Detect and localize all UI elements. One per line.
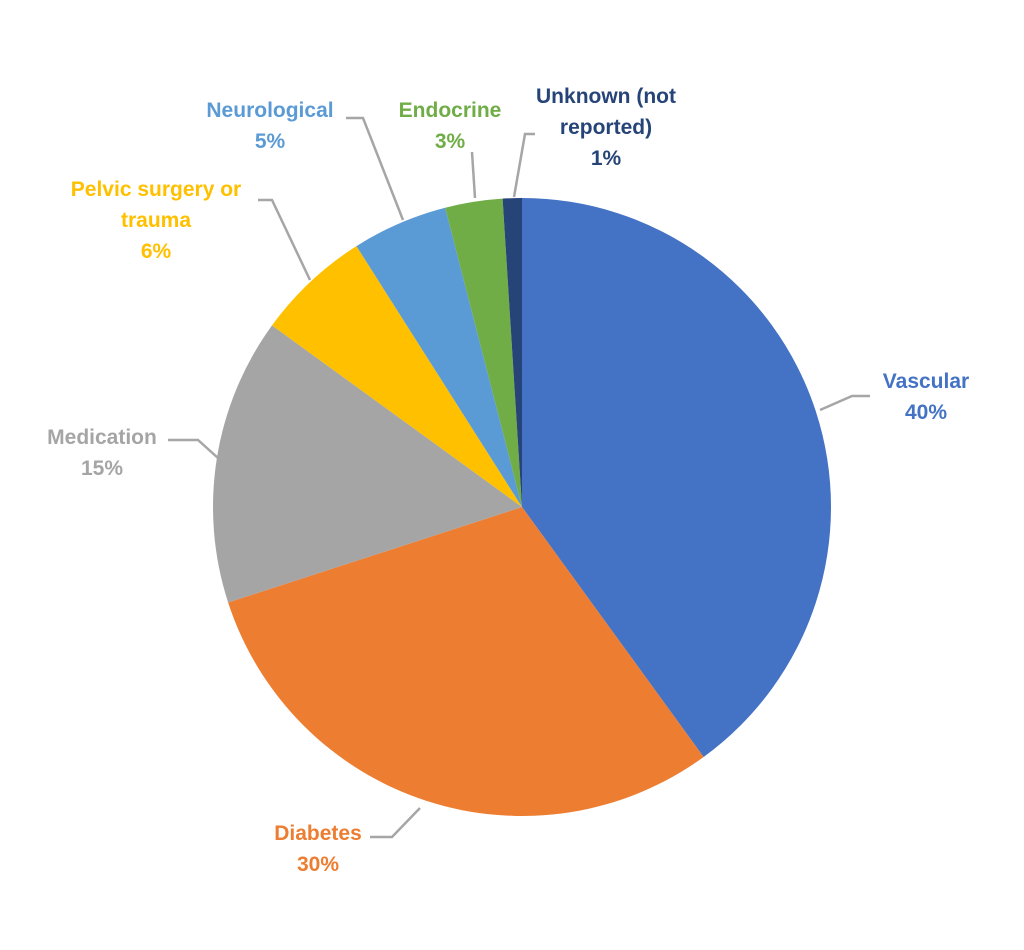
leader-line-endocrine — [470, 151, 477, 199]
data-labels: Vascular 40% Diabetes 30% Medication 15% Pelvi… — [47, 85, 969, 876]
data-label-category: Unknown (not — [536, 85, 676, 108]
data-label-value: 6% — [141, 240, 172, 263]
data-label-value: 3% — [435, 130, 466, 153]
pie-slice-pelvic-surgery-or-trauma — [272, 246, 522, 508]
data-label-value: 15% — [81, 457, 123, 480]
data-label-diabetes: Diabetes 30% — [274, 822, 362, 876]
data-label-category: Neurological — [206, 99, 333, 122]
pie-slice-unknown-not-reported — [502, 198, 522, 507]
data-label-category: Medication — [47, 426, 157, 449]
pie-slice-endocrine — [445, 198, 522, 507]
data-label-value: 40% — [905, 401, 947, 424]
data-label-value: 1% — [591, 147, 622, 170]
data-label-pelvic-surgery-or-trauma: Pelvic surgery or trauma 6% — [71, 178, 241, 263]
data-label-medication: Medication 15% — [47, 426, 157, 480]
data-label-category: Diabetes — [274, 822, 362, 845]
leader-lines — [168, 116, 870, 839]
leader-line-pelvic-surgery-or-trauma — [258, 198, 312, 281]
data-label-category: Pelvic surgery or — [71, 178, 241, 201]
data-label-neurological: Neurological 5% — [206, 99, 333, 153]
pie-slice-diabetes — [228, 507, 704, 816]
data-label-category: reported) — [560, 116, 652, 139]
data-label-unknown-not-reported: Unknown (not reported) 1% — [536, 85, 676, 170]
data-label-value: 30% — [297, 853, 339, 876]
leader-line-diabetes — [370, 807, 421, 839]
data-label-category: Endocrine — [399, 99, 502, 122]
leader-line-vascular — [819, 394, 870, 412]
data-label-category: Vascular — [883, 370, 969, 393]
leader-line-unknown-not-reported — [512, 132, 535, 198]
pie-slice-vascular — [522, 198, 832, 757]
pie-slices — [213, 198, 832, 816]
data-label-endocrine: Endocrine 3% — [399, 99, 502, 153]
pie-slice-neurological — [356, 207, 522, 507]
pie-slice-medication — [213, 325, 522, 603]
data-label-value: 5% — [255, 130, 286, 153]
data-label-category: trauma — [121, 209, 191, 232]
data-label-vascular: Vascular 40% — [883, 370, 969, 424]
leader-line-neurological — [346, 116, 405, 221]
leader-line-medication — [168, 438, 219, 459]
